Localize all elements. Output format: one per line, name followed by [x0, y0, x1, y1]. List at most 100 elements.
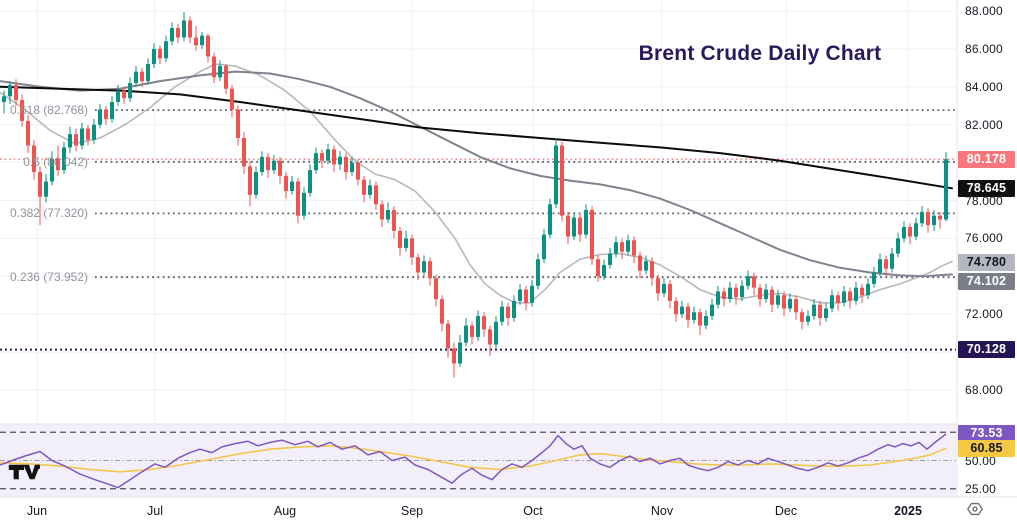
candle-body [644, 261, 648, 271]
candle-body [140, 71, 144, 82]
candle-body [200, 35, 204, 46]
candle-body [734, 287, 738, 298]
candle-body [20, 100, 24, 121]
candle-body [512, 300, 516, 318]
candle-body [518, 289, 522, 301]
time-axis-label-jun[interactable]: Jun [26, 504, 48, 518]
candle-body [116, 90, 120, 102]
time-axis-label-jul[interactable]: Jul [147, 504, 163, 518]
candle-body [170, 28, 174, 42]
price-axis-tick[interactable]: 76.000 [965, 231, 1003, 246]
candle-body [344, 156, 348, 173]
candle-body [104, 109, 108, 120]
candle-body [926, 211, 930, 226]
time-axis-label-aug[interactable]: Aug [273, 504, 297, 518]
candle-body [296, 181, 300, 216]
candle-body [110, 101, 114, 120]
candle-body [260, 156, 264, 173]
candle-body [896, 238, 900, 254]
candle-body [326, 149, 330, 161]
candle-body [524, 289, 528, 303]
candle-body [320, 153, 324, 161]
candle-body [242, 137, 246, 167]
candle-body [44, 181, 48, 197]
candle-body [752, 276, 756, 288]
candle-body [536, 259, 540, 286]
rsi-badge-rsi-value: 73.53 [958, 425, 1015, 443]
time-axis-label-nov[interactable]: Nov [650, 504, 674, 518]
candle-body [308, 170, 312, 193]
candle-body [446, 323, 450, 349]
candle-body [482, 316, 486, 330]
price-axis-tick[interactable]: 86.000 [965, 41, 1003, 56]
rsi-line[interactable] [0, 433, 947, 489]
candle-body [746, 276, 750, 286]
price-axis-tick[interactable]: 88.000 [965, 4, 1003, 18]
candle-body [14, 84, 18, 101]
candle-body [302, 192, 306, 216]
price-axis-tick[interactable]: 72.000 [965, 307, 1003, 322]
candle-body [776, 295, 780, 305]
candle-body [272, 160, 276, 171]
candle-body [824, 308, 828, 318]
candle-body [596, 259, 600, 277]
ma-mid-gray-line[interactable] [0, 70, 953, 278]
candle-body [248, 166, 252, 195]
gear-icon[interactable] [966, 500, 984, 518]
price-axis-tick[interactable]: 78.000 [965, 193, 1003, 208]
candle-body [728, 287, 732, 300]
candle-body [602, 264, 606, 277]
candle-body [668, 283, 672, 301]
candle-body [716, 291, 720, 305]
candle-body [542, 234, 546, 260]
price-badge-ma-mid-value: 74.102 [958, 272, 1015, 290]
candle-body [380, 204, 384, 220]
candle-body [794, 299, 798, 313]
candle-body [218, 65, 222, 78]
fib-level-label: 0.236 (73.952) [9, 270, 88, 285]
candle-body [632, 240, 636, 256]
candle-body [38, 172, 42, 197]
price-badge-last-price: 80.178 [958, 150, 1015, 168]
price-axis-tick[interactable]: 82.000 [965, 117, 1003, 132]
candle-body [830, 295, 834, 309]
rsi-axis-tick[interactable]: 25.00 [965, 481, 997, 496]
price-badge-ma-slow-value: 78.645 [958, 179, 1015, 197]
ma-fast-gray-line[interactable] [0, 63, 953, 304]
candle-body [740, 285, 744, 298]
candle-body [158, 48, 162, 59]
candle-body [848, 291, 852, 301]
candle-body [278, 160, 282, 176]
candle-body [92, 124, 96, 140]
candle-body [368, 185, 372, 195]
candle-body [890, 253, 894, 269]
candle-body [722, 291, 726, 300]
candle-body [620, 242, 624, 252]
candle-body [500, 306, 504, 322]
candle-body [230, 88, 234, 110]
time-axis-label-sep[interactable]: Sep [400, 504, 424, 518]
price-axis-tick[interactable]: 84.000 [965, 79, 1003, 94]
candle-body [674, 300, 678, 315]
tradingview-logo-icon[interactable] [8, 462, 40, 482]
candle-body [608, 253, 612, 265]
candle-body [188, 20, 192, 38]
candle-body [758, 287, 762, 300]
fib-level-label: 0.618 (82.768) [9, 103, 88, 118]
candle-body [26, 120, 30, 146]
time-axis-label-dec[interactable]: Dec [774, 504, 798, 518]
time-axis-label-2025[interactable]: 2025 [894, 504, 922, 518]
candle-body [692, 312, 696, 320]
candle-body [128, 83, 132, 99]
candle-body [938, 215, 942, 220]
rsi-axis-tick[interactable]: 50.00 [965, 453, 997, 468]
candle-body [572, 217, 576, 237]
ma-slow-black-line[interactable] [0, 85, 953, 190]
candle-body [872, 272, 876, 284]
candle-body [332, 149, 336, 165]
candle-body [818, 304, 822, 318]
price-axis-tick[interactable]: 68.000 [965, 383, 1003, 397]
time-axis-label-oct[interactable]: Oct [523, 504, 543, 518]
